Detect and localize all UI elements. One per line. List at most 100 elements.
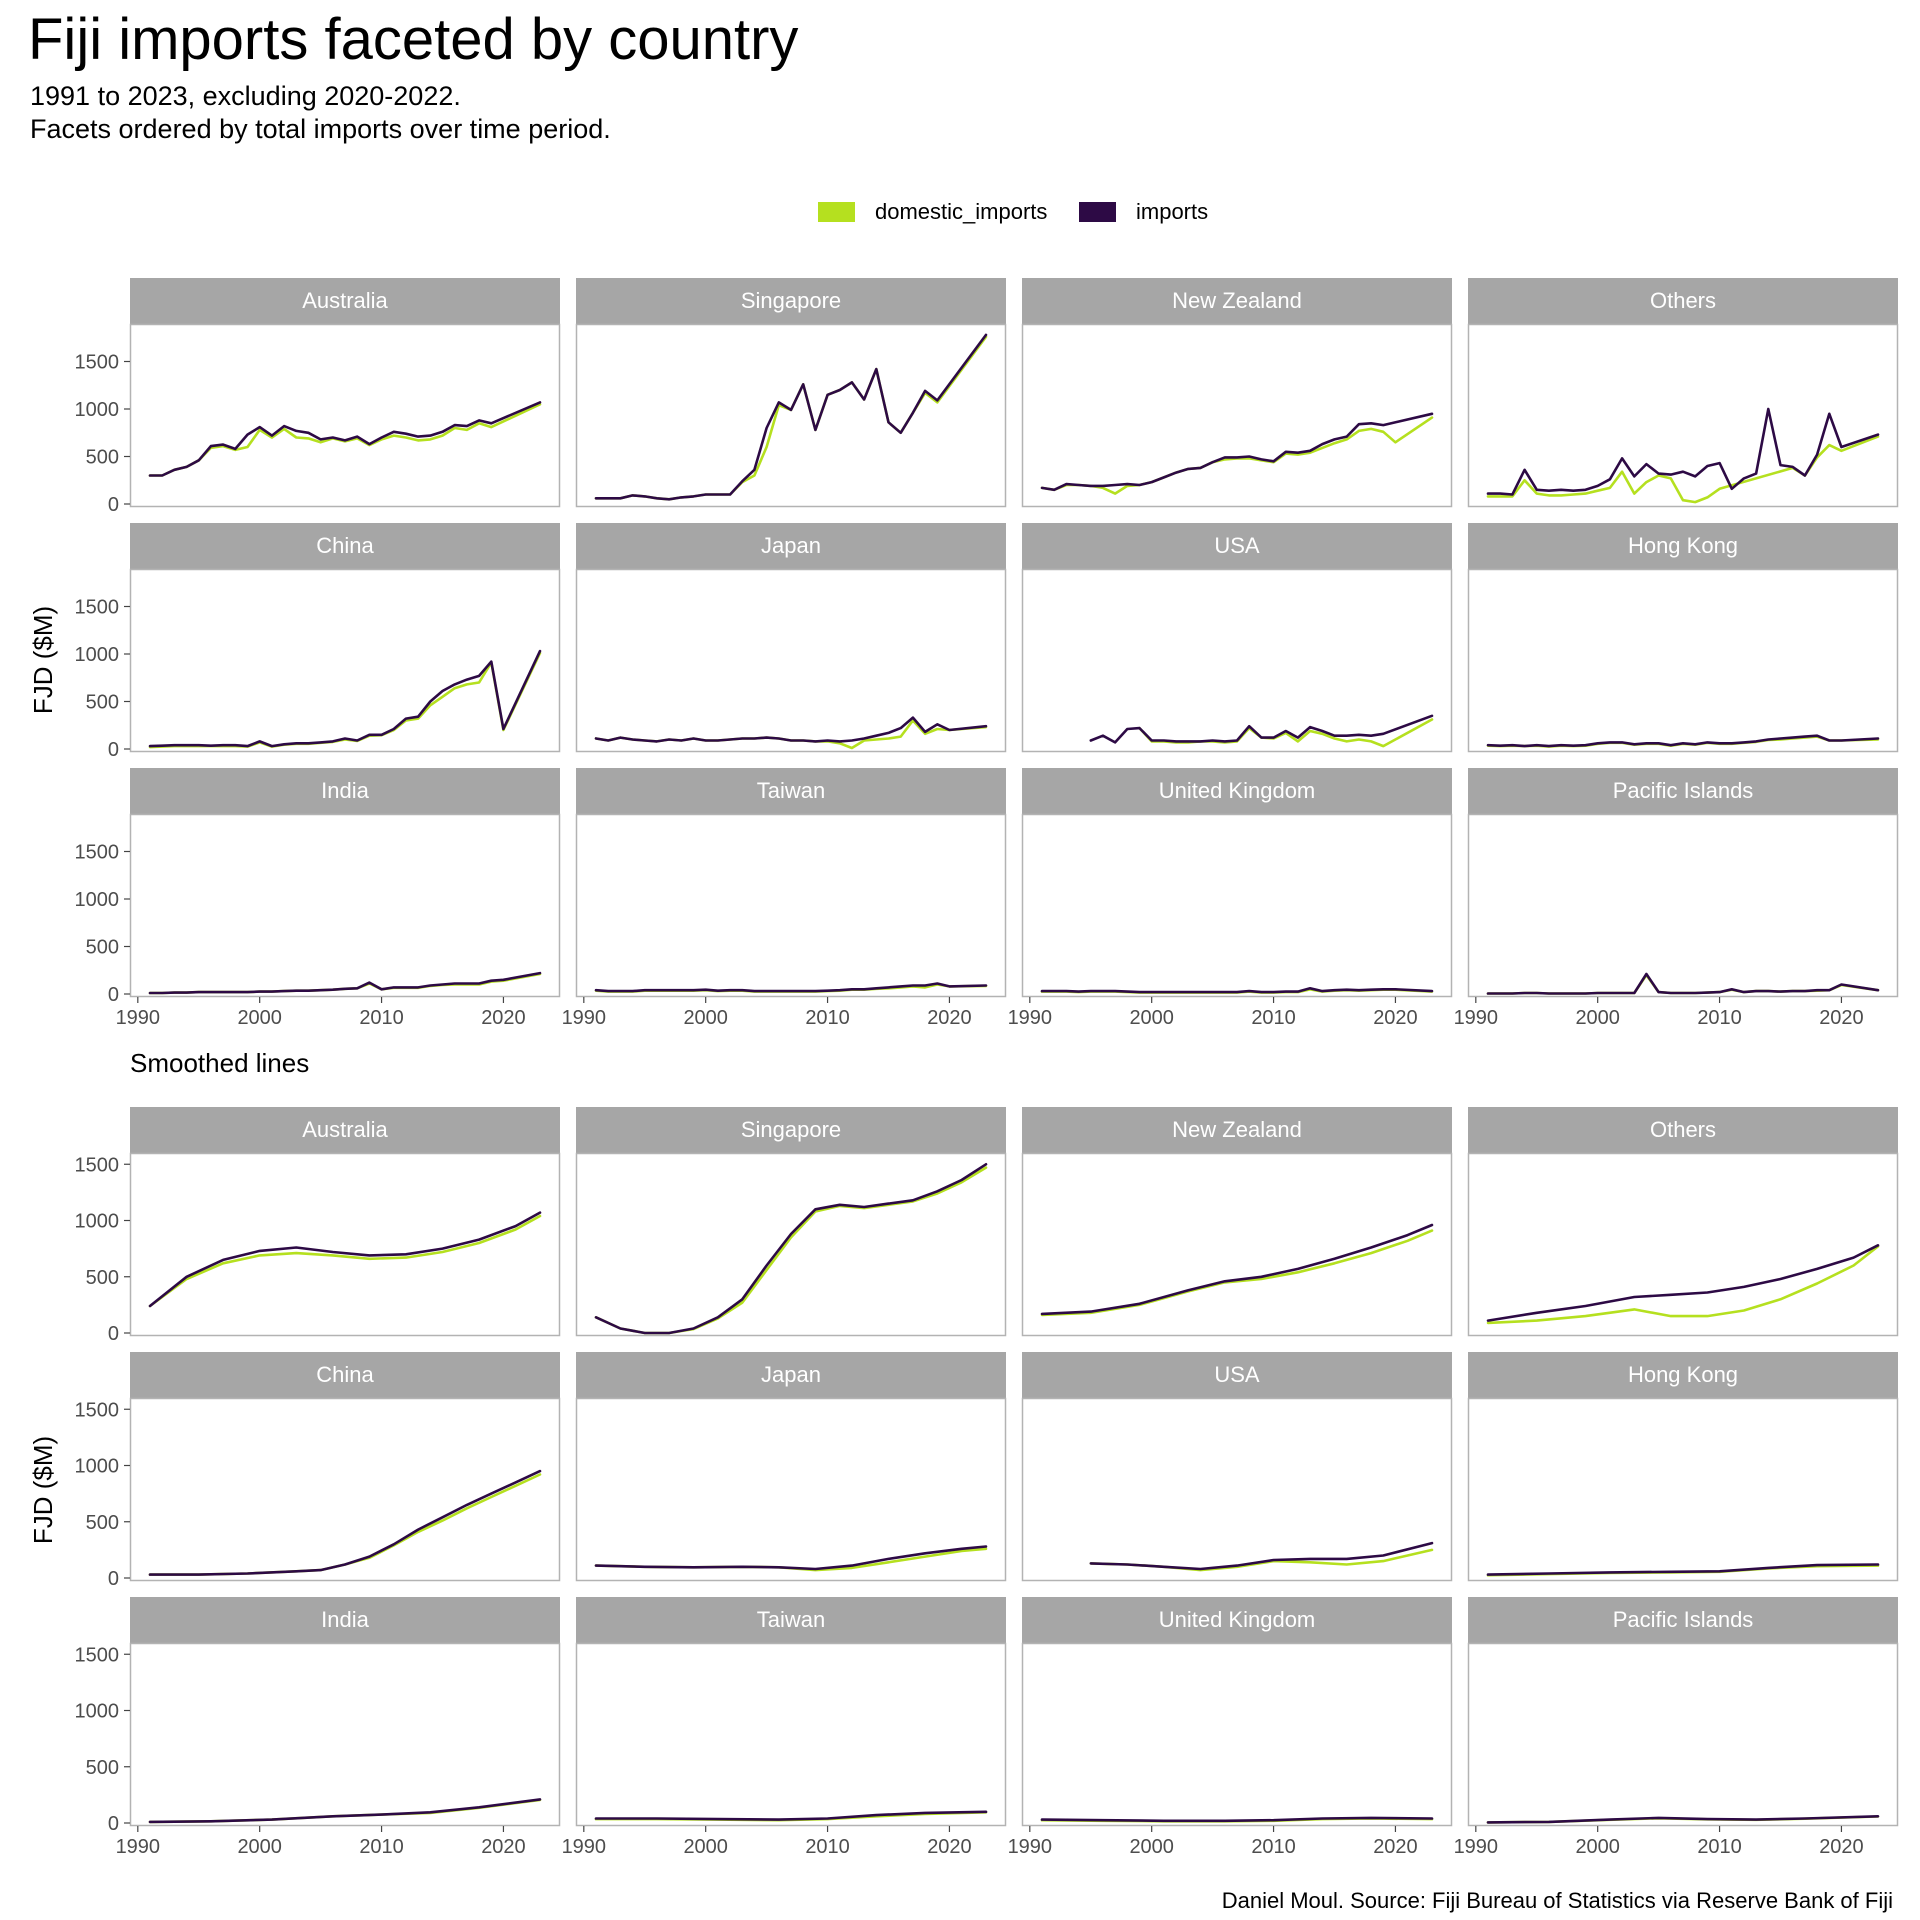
block-1-japan-line-imports [594, 1545, 988, 1571]
block-1-united-kingdom-x-tick-label: 2000 [1129, 1836, 1174, 1858]
block-0-china-strip-label: China [316, 533, 374, 558]
block-0-united-kingdom-line-imports [1040, 987, 1434, 994]
block-1-australia-strip [130, 1107, 560, 1153]
subtitle-line-1: 1991 to 2023, excluding 2020-2022. [30, 81, 461, 111]
block-0-india-x-tick-label: 2010 [359, 1007, 404, 1029]
block-1-china-y-tick-label: 500 [86, 1512, 119, 1534]
block-0-new-zealand-panel [1021, 323, 1453, 508]
block-0-australia-y-tick-label: 0 [108, 494, 119, 516]
block-1-japan-strip-label: Japan [761, 1362, 821, 1387]
block-0-australia-panel [129, 323, 561, 508]
block-0-china-panel [129, 568, 561, 753]
block-1-others-line-imports [1486, 1244, 1880, 1322]
block-0-japan-panel [575, 568, 1007, 753]
legend-label-imports: imports [1136, 199, 1209, 224]
block-0-usa-strip-label: USA [1214, 533, 1260, 558]
block-1-singapore-strip-label: Singapore [741, 1117, 841, 1142]
block-0-pacific-islands-strip [1468, 768, 1898, 814]
block-0-others-strip [1468, 278, 1898, 324]
block-0-china-strip [130, 523, 560, 569]
block-1-taiwan-panel [575, 1642, 1007, 1827]
block-0-singapore-strip-label: Singapore [741, 288, 841, 313]
block-1-taiwan-strip [576, 1597, 1006, 1643]
block-0-others-panel [1467, 323, 1899, 508]
block-0-new-zealand-strip [1022, 278, 1452, 324]
block-0-pacific-islands-x-tick-label: 2000 [1575, 1007, 1620, 1029]
legend-swatch-imports [1079, 202, 1116, 222]
block-0-taiwan-x-tick-label: 1990 [562, 1007, 607, 1029]
block-0-usa-panel [1021, 568, 1453, 753]
block-1-australia-y-tick-label: 500 [86, 1267, 119, 1289]
block-0-china-y-tick-label: 0 [108, 739, 119, 761]
block-0-united-kingdom-x-tick-label: 2000 [1129, 1007, 1174, 1029]
chart-title: Fiji imports faceted by country [28, 7, 799, 72]
block-0-taiwan-x-tick-label: 2010 [805, 1007, 850, 1029]
block-1-united-kingdom-strip-label: United Kingdom [1159, 1607, 1316, 1632]
legend-item-imports: imports [1079, 196, 1208, 228]
block-0-united-kingdom-strip-label: United Kingdom [1159, 778, 1316, 803]
block-1-hong-kong-panel [1467, 1397, 1899, 1582]
block-0-hong-kong-line-imports [1486, 734, 1880, 748]
block-1-china-strip [130, 1352, 560, 1398]
block-0-pacific-islands-x-tick-label: 1990 [1454, 1007, 1499, 1029]
subtitle-line-2: Facets ordered by total imports over tim… [30, 114, 611, 144]
block-1-pacific-islands-line-imports [1486, 1815, 1880, 1824]
block-1-india-x-tick-label: 2000 [237, 1836, 282, 1858]
legend-item-domestic-imports: domestic_imports [818, 196, 1047, 228]
block-0-usa-line-imports [1089, 714, 1434, 744]
block-0-australia-y-tick-label: 1000 [75, 399, 120, 421]
block-1-united-kingdom-line-imports [1040, 1816, 1434, 1823]
block-0-taiwan-panel [575, 813, 1007, 998]
block-1-y-axis-label: FJD ($M) [28, 1436, 58, 1544]
block-1-india-y-tick-label: 1000 [75, 1701, 120, 1723]
block-1-singapore-strip [576, 1107, 1006, 1153]
block-0-new-zealand-line-imports [1040, 412, 1434, 492]
block-1-australia-y-tick-label: 0 [108, 1323, 119, 1345]
block-1-japan-panel [575, 1397, 1007, 1582]
block-1-pacific-islands-x-tick-label: 2020 [1819, 1836, 1864, 1858]
block-1-china-y-tick-label: 1000 [75, 1456, 120, 1478]
block-1-india-line-imports [148, 1798, 542, 1824]
block-0-india-y-tick-label: 500 [86, 937, 119, 959]
block-1-united-kingdom-strip [1022, 1597, 1452, 1643]
block-0-india-strip [130, 768, 560, 814]
block-0-pacific-islands-x-tick-label: 2020 [1819, 1007, 1864, 1029]
block-1-usa-panel [1021, 1397, 1453, 1582]
block-1-new-zealand-panel [1021, 1152, 1453, 1337]
block-1-india-y-tick-label: 0 [108, 1813, 119, 1835]
block-0-taiwan-strip-label: Taiwan [757, 778, 825, 803]
block-0-pacific-islands-strip-label: Pacific Islands [1613, 778, 1754, 803]
block-1-pacific-islands-panel [1467, 1642, 1899, 1827]
block-1-china-panel [129, 1397, 561, 1582]
block-1-singapore-line-imports [594, 1163, 988, 1335]
block-0-taiwan-line-imports [594, 982, 988, 993]
block-1-united-kingdom-x-tick-label: 2010 [1251, 1836, 1296, 1858]
block-1-australia-line-domestic-imports [148, 1214, 542, 1308]
block-1-india-panel [129, 1642, 561, 1827]
block-0-taiwan-strip [576, 768, 1006, 814]
block-0-united-kingdom-panel [1021, 813, 1453, 998]
block-1-usa-strip-label: USA [1214, 1362, 1260, 1387]
chart-caption: Daniel Moul. Source: Fiji Bureau of Stat… [1221, 1888, 1893, 1913]
block-1-others-line-domestic-imports [1486, 1245, 1880, 1325]
block-1-australia-y-tick-label: 1500 [75, 1154, 120, 1176]
block-1-others-strip-label: Others [1650, 1117, 1716, 1142]
block-0-china-y-tick-label: 1500 [75, 597, 120, 619]
block-0-australia-y-tick-label: 1500 [75, 352, 120, 374]
block-1-pacific-islands-strip [1468, 1597, 1898, 1643]
block-1-india-x-tick-label: 2020 [481, 1836, 526, 1858]
block-1-china-strip-label: China [316, 1362, 374, 1387]
block-0-india-panel [129, 813, 561, 998]
block-0-new-zealand-line-domestic-imports [1040, 416, 1434, 495]
block-0-y-axis-label: FJD ($M) [28, 606, 58, 714]
block-0-japan-strip-label: Japan [761, 533, 821, 558]
block-1-india-x-tick-label: 1990 [116, 1836, 161, 1858]
block-1-pacific-islands-x-tick-label: 1990 [1454, 1836, 1499, 1858]
block-0-singapore-strip [576, 278, 1006, 324]
block-1-others-strip [1468, 1107, 1898, 1153]
block-1-pacific-islands-x-tick-label: 2000 [1575, 1836, 1620, 1858]
block-1-hong-kong-strip [1468, 1352, 1898, 1398]
block-0-india-strip-label: India [321, 778, 369, 803]
block-1-usa-line-imports [1089, 1541, 1434, 1571]
